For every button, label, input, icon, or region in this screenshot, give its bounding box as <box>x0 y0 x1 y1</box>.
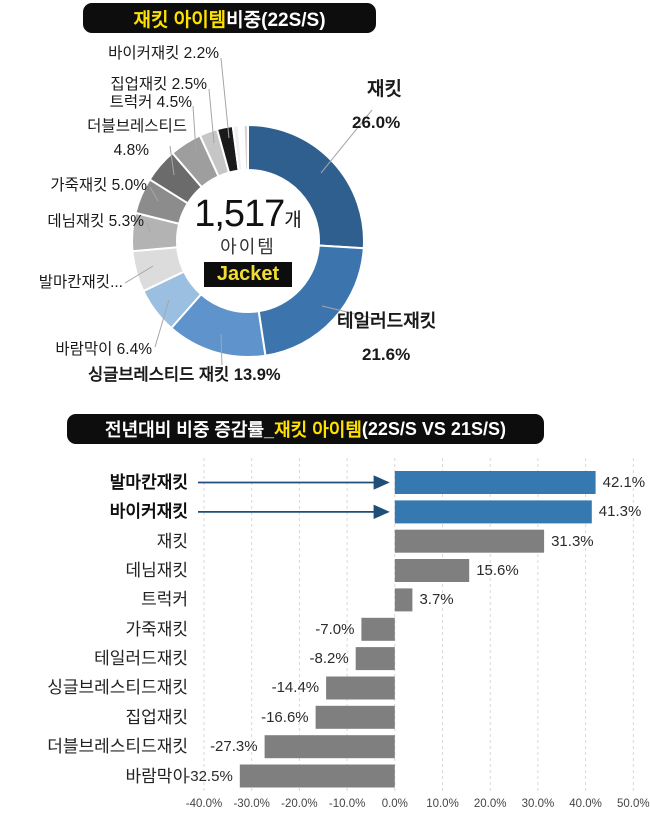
donut-title-rest: 비중(22S/S) <box>226 9 326 31</box>
category-label-재킷: 재킷 <box>156 531 188 551</box>
value-label-가죽재킷: -7.0% <box>315 620 355 638</box>
bar-title-highlight: 재킷 아이템 <box>274 420 362 440</box>
bar-바이커재킷 <box>394 500 592 524</box>
category-label-바이커재킷: 바이커재킷 <box>109 502 188 522</box>
category-label-테일러드재킷: 테일러드재킷 <box>94 649 188 669</box>
bar-싱글브레스티드재킷 <box>326 676 395 700</box>
donut-slice-재킷 <box>247 124 365 250</box>
category-label-데님재킷: 데님재킷 <box>125 561 188 581</box>
donut-label-tailored-2: 21.6% <box>362 345 411 364</box>
donut-title-highlight: 재킷 아이템 <box>133 9 227 31</box>
item-count-caption: 아이템 <box>220 237 276 257</box>
donut-label-balmacaan: 발마칸재킷... <box>38 274 123 291</box>
bar-바람막이 <box>239 764 395 788</box>
x-axis-tick-label: -30.0% <box>233 798 270 810</box>
value-label-집업재킷: -16.6% <box>261 708 309 726</box>
donut-label-jacket-2: 26.0% <box>352 113 401 132</box>
category-label-발마칸재킷: 발마칸재킷 <box>109 473 188 492</box>
category-label-더블브레스티드재킷: 더블브레스티드재킷 <box>47 737 188 757</box>
bar-더블브레스티드재킷 <box>264 735 395 759</box>
category-label-바람막이: 바람막이 <box>125 766 188 786</box>
donut-label-leather: 가죽재킷 5.0% <box>50 177 147 194</box>
x-axis-tick-label: 30.0% <box>521 798 555 810</box>
bar-테일러드재킷 <box>355 647 395 671</box>
donut-slice-etc-13 <box>242 123 249 172</box>
bar-데님재킷 <box>394 559 470 582</box>
category-label-집업재킷: 집업재킷 <box>125 707 188 727</box>
donut-chart <box>124 57 381 366</box>
donut-leader-lines <box>124 57 381 366</box>
bar-집업재킷 <box>315 705 395 729</box>
bar-트럭커 <box>394 588 413 612</box>
donut-label-denim: 데님재킷 5.3% <box>47 213 144 230</box>
x-axis-tick-label: -10.0% <box>328 798 366 810</box>
bar-재킷 <box>394 529 545 553</box>
x-axis-tick-label: 20.0% <box>473 798 507 810</box>
bar-가죽재킷 <box>361 617 395 641</box>
donut-label-trucker: 트럭커 4.5% <box>109 94 192 111</box>
donut-label-double-1: 더블브레스티드 <box>87 118 187 135</box>
value-label-바람막이: -32.5% <box>185 767 233 785</box>
donut-label-single: 싱글브레스티드 재킷 13.9% <box>88 366 281 384</box>
category-label-싱글브레스티드재킷: 싱글브레스티드재킷 <box>47 678 188 698</box>
value-label-트럭커: 3.7% <box>419 591 454 609</box>
value-label-바이커재킷: 41.3% <box>598 503 642 521</box>
x-axis-tick-label: -40.0% <box>185 798 223 810</box>
value-label-싱글브레스티드재킷: -14.4% <box>271 679 320 697</box>
bar-title-post: (22S/S VS 21S/S) <box>361 418 506 439</box>
category-label-가죽재킷: 가죽재킷 <box>125 619 188 639</box>
value-label-발마칸재킷: 42.1% <box>602 474 646 491</box>
bar-발마칸재킷 <box>394 471 596 494</box>
value-label-테일러드재킷: -8.2% <box>309 650 349 668</box>
item-count-unit: 개 <box>284 210 302 231</box>
bar-title-pre: 전년대비 비중 증감률_ <box>105 420 275 440</box>
value-label-데님재킷: 15.6% <box>476 562 519 580</box>
donut-center-label: 1,517개 아이템 Jacket <box>173 193 323 287</box>
donut-chart-title: 재킷 아이템 비중(22S/S) <box>83 3 376 33</box>
jacket-badge: Jacket <box>203 262 293 287</box>
item-count: 1,517 <box>194 193 285 235</box>
donut-label-jacket-1: 재킷 <box>367 79 402 100</box>
x-axis-tick-label: 0.0% <box>381 798 408 810</box>
x-axis-tick-label: 40.0% <box>569 798 602 810</box>
value-label-더블브레스티드재킷: -27.3% <box>210 738 258 756</box>
donut-label-double-2: 4.8% <box>113 142 149 159</box>
bar-chart-title: 전년대비 비중 증감률_ 재킷 아이템 (22S/S VS 21S/S) <box>67 414 544 444</box>
x-axis-tick-label: -20.0% <box>281 798 318 810</box>
donut-label-windbreaker: 바람막이 6.4% <box>55 341 152 358</box>
donut-label-tailored-1: 테일러드재킷 <box>337 311 437 331</box>
category-label-트럭커: 트럭커 <box>141 590 188 610</box>
x-axis-tick-label: 10.0% <box>426 798 459 810</box>
donut-label-zipup: 집업재킷 2.5% <box>110 76 207 93</box>
donut-label-biker: 바이커재킷 2.2% <box>108 45 219 62</box>
value-label-재킷: 31.3% <box>551 532 594 550</box>
x-axis-tick-label: 50.0% <box>616 798 650 810</box>
